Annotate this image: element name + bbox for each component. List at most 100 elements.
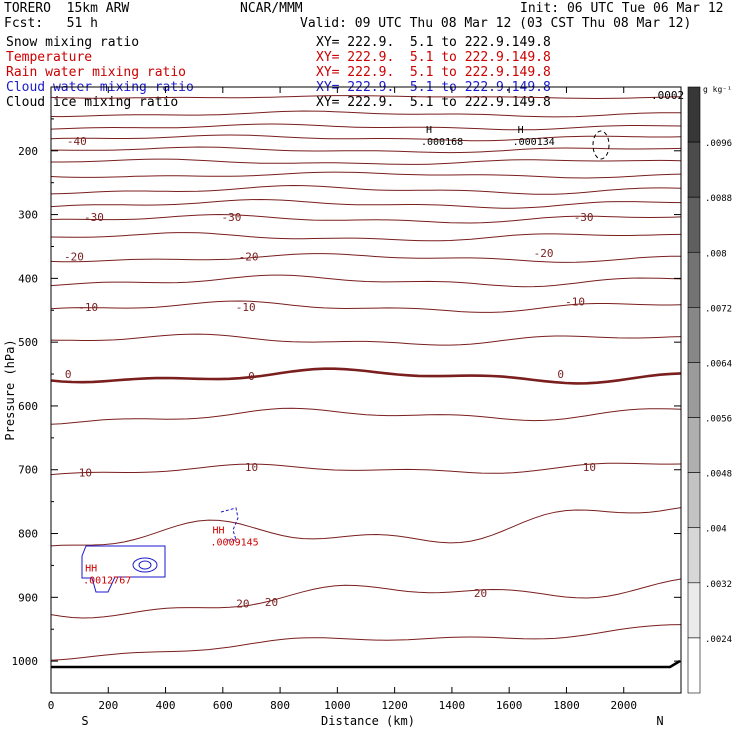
- y-tick-label: 500: [18, 336, 38, 349]
- y-tick-label: 700: [18, 464, 38, 477]
- x-axis-label: Distance (km): [321, 714, 415, 728]
- colorbar-swatch: [687, 251, 701, 308]
- y-axis-label: Pressure (hPa): [3, 339, 17, 440]
- x-tick-label: 200: [98, 699, 118, 712]
- x-tick-label: 0: [48, 699, 55, 712]
- contour-label: -10: [78, 301, 98, 314]
- colorbar-level: .0088: [705, 194, 732, 204]
- contour-label: 10: [79, 466, 92, 479]
- y-tick-label: 800: [18, 528, 38, 541]
- y-tick-label: 300: [18, 209, 38, 222]
- temperature-contour: [50, 134, 682, 142]
- temperature-contour: [50, 300, 682, 313]
- y-tick-label: 400: [18, 272, 38, 285]
- colorbar-swatch: [687, 417, 701, 473]
- temperature-contour: [50, 274, 682, 288]
- x-tick-label: 1200: [381, 699, 408, 712]
- colorbar-level: .0048: [705, 470, 732, 480]
- field-name: Temperature: [6, 50, 93, 65]
- colorbar-unit: g kg⁻¹: [703, 85, 732, 94]
- maximum-value: .0012767: [83, 576, 131, 587]
- maximum-value: .000134: [513, 137, 555, 148]
- temperature-contours: [50, 95, 682, 669]
- colorbar-level: .0032: [705, 580, 732, 590]
- contour-label: 0: [557, 368, 564, 381]
- field-name: Rain water mixing ratio: [6, 65, 187, 80]
- maximum-marker: H: [518, 125, 524, 136]
- valid-time: Valid: 09 UTC Thu 08 Mar 12 (03 CST Thu …: [300, 16, 692, 31]
- x-tick-label: 1000: [324, 699, 351, 712]
- cloud-water-contour: [138, 560, 152, 570]
- contour-label: -30: [574, 211, 594, 224]
- colorbar-swatch: [687, 307, 701, 363]
- north-end-label: N: [656, 714, 663, 728]
- maximum-marker: HH: [212, 525, 224, 536]
- x-tick-label: 1600: [496, 699, 523, 712]
- x-tick-label: 1400: [439, 699, 466, 712]
- contour-label: 20: [265, 596, 278, 609]
- temperature-contour: [50, 198, 682, 209]
- temperature-contour: [50, 95, 682, 100]
- contour-label: 10: [245, 461, 258, 474]
- colorbar-level: .0056: [705, 415, 732, 425]
- colorbar-level: .0064: [705, 359, 732, 369]
- x-tick-label: 600: [213, 699, 233, 712]
- contour-labels: -40 -30 -30 -30 -20 -20 -20 -10 -10 -10 0 0 0 10 10 10 2…: [64, 125, 596, 611]
- x-tick-label: 1800: [553, 699, 580, 712]
- forecast-hour: Fcst: 51 h: [4, 16, 98, 31]
- colorbar-level: .0024: [705, 635, 732, 645]
- colorbar-swatch: [687, 362, 701, 418]
- colorbar-swatch: [687, 527, 701, 584]
- axes: 0 200 400 600 800 1000 1200 1400 1600 1800 2000200…: [12, 87, 681, 712]
- x-tick-label: 800: [270, 699, 290, 712]
- temperature-contour: [51, 158, 682, 165]
- cloud-water-contour: [220, 507, 239, 541]
- contour-label: -30: [84, 211, 104, 224]
- cloud-water-contour: [132, 557, 158, 573]
- contour-label: -20: [534, 247, 554, 260]
- contour-label: 20: [474, 587, 487, 600]
- temperature-contour: [50, 232, 682, 242]
- colorbar-level: .0096: [705, 139, 732, 149]
- temperature-contour: [51, 146, 682, 154]
- colorbar-level: .008: [705, 249, 727, 259]
- cloud-water-contour: [81, 545, 166, 593]
- y-tick-label: 1000: [12, 655, 39, 668]
- contour-label: -20: [64, 251, 84, 264]
- temperature-contour: [50, 123, 682, 131]
- colorbar-top-label: .0002: [651, 89, 684, 102]
- field-xy: XY= 222.9. 5.1 to 222.9.149.8: [316, 35, 551, 50]
- cloud-ice-contour: [592, 130, 610, 160]
- maximum-value: .000168: [421, 137, 463, 148]
- temperature-contour: [50, 110, 682, 118]
- temperature-contour: [50, 171, 682, 179]
- temperature-contour: [50, 367, 682, 385]
- field-name: Cloud ice mixing ratio: [6, 95, 179, 110]
- plot-frame: [50, 86, 682, 694]
- maximum-marker: H: [426, 125, 432, 136]
- temperature-contour: [50, 253, 682, 263]
- maximum-value: .0009145: [211, 537, 259, 548]
- contour-label: -30: [221, 211, 241, 224]
- maximum-marker: HH: [85, 564, 97, 575]
- cloud-features: [81, 130, 610, 593]
- x-tick-label: 2000: [610, 699, 637, 712]
- contour-label: 0: [65, 368, 72, 381]
- colorbar-swatch: [687, 637, 701, 694]
- colorbar-swatch: [687, 141, 701, 198]
- contour-label: -40: [67, 135, 87, 148]
- field-xy: XY= 222.9. 5.1 to 222.9.149.8: [316, 50, 551, 65]
- temperature-contour: [50, 507, 682, 547]
- colorbar: .0096 .0088 .008 .0072 .0064 .0056 .0048 .004 .0…: [687, 86, 732, 694]
- temperature-contour: [50, 333, 682, 346]
- colorbar-swatch: [687, 582, 701, 639]
- south-end-label: S: [81, 714, 88, 728]
- temperature-contour: [50, 624, 682, 661]
- org-label: NCAR/MMM: [240, 1, 303, 16]
- contour-label: 10: [583, 461, 596, 474]
- contour-label: 0: [248, 370, 255, 383]
- colorbar-swatch: [687, 472, 701, 529]
- ground-surface: [51, 659, 681, 669]
- contour-label: -20: [239, 251, 259, 264]
